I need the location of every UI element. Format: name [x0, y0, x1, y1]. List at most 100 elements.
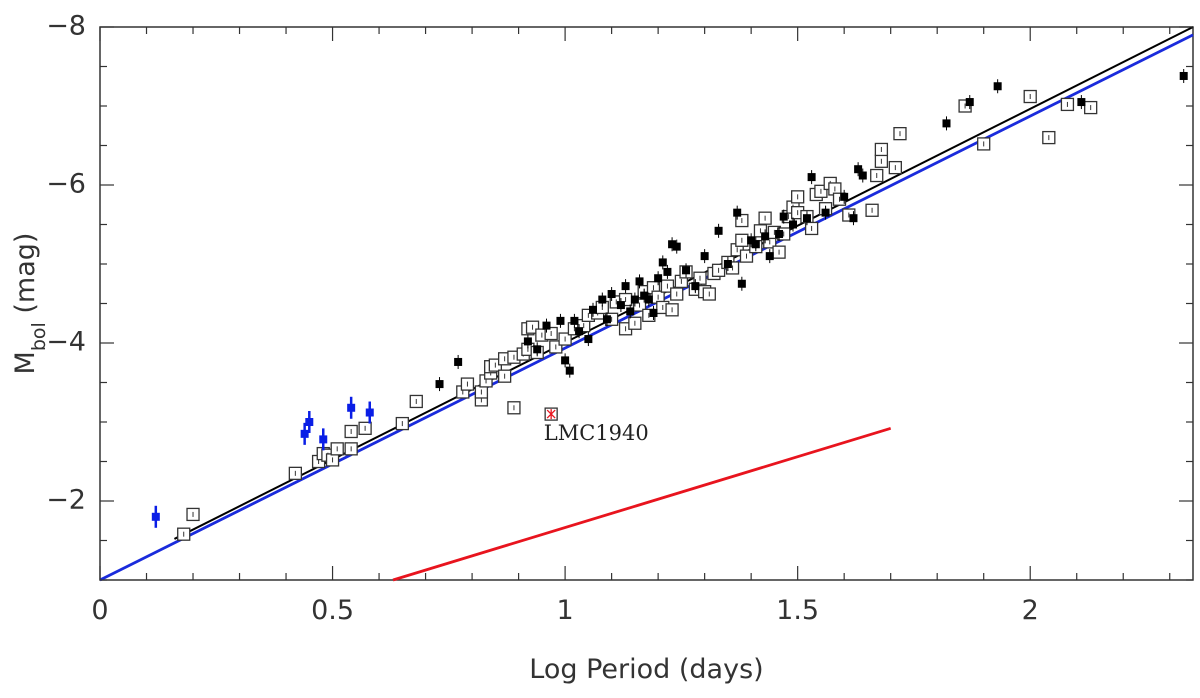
annotation-label: LMC1940	[544, 421, 649, 445]
y-tick-label: −2	[46, 485, 86, 516]
filled-square-point	[621, 279, 630, 294]
open-square-point	[330, 442, 344, 456]
blue-point	[305, 411, 314, 433]
open-square-point	[870, 168, 884, 183]
open-square-point	[288, 466, 302, 481]
y-tick-label: −6	[46, 169, 86, 200]
data-points	[151, 68, 1188, 541]
open-square-point	[177, 527, 191, 541]
blue-point	[319, 428, 328, 451]
filled-square-point	[454, 354, 463, 369]
open-square-point	[344, 442, 358, 456]
filled-square-point	[607, 287, 616, 302]
filled-square-point	[598, 292, 607, 307]
x-tick-label: 0.5	[311, 595, 354, 626]
axis-ticks	[99, 26, 1193, 581]
open-square-point	[544, 326, 558, 341]
open-square-point	[1084, 100, 1098, 115]
blue-point	[365, 401, 374, 424]
filled-square-point	[654, 271, 663, 286]
filled-square-point	[672, 239, 681, 254]
filled-square-point	[626, 304, 635, 319]
filled-square-point	[1077, 95, 1086, 110]
open-square-point	[874, 154, 889, 168]
filled-square-point	[854, 162, 863, 177]
filled-square-point	[700, 249, 709, 264]
axis-labels: 0 0.5 1 1.5 2 −2 −4 −6 −8 Log Period (days) Mbol (…	[10, 11, 1039, 686]
open-square-point	[693, 271, 707, 285]
filled-square-point	[644, 292, 653, 307]
open-square-point	[772, 245, 786, 259]
blue-point	[347, 396, 356, 419]
filled-square-point	[542, 318, 551, 333]
open-square-point	[735, 213, 749, 228]
filled-square-point	[561, 353, 570, 368]
open-square-point	[474, 385, 489, 399]
blue-point	[300, 422, 309, 445]
filled-square-point	[533, 342, 542, 357]
filled-square-point	[733, 205, 742, 220]
blue-point	[151, 505, 160, 528]
filled-square-point	[993, 79, 1002, 94]
open-square-point	[395, 416, 409, 431]
filled-square-point	[714, 223, 723, 238]
open-square-point	[888, 160, 902, 175]
open-square-point	[558, 332, 572, 346]
filled-square-point	[1179, 68, 1188, 83]
filled-square-point	[635, 274, 644, 289]
blue-square-marker	[319, 435, 328, 444]
open-square-point	[1060, 97, 1075, 112]
filled-square-point	[691, 279, 700, 294]
open-square-point	[670, 287, 684, 301]
filled-square-point	[807, 170, 816, 185]
filled-square-point	[602, 312, 611, 327]
filled-square-point	[556, 313, 565, 328]
blue-square-marker	[305, 418, 314, 426]
filled-square-point	[942, 116, 951, 131]
open-square-point	[358, 421, 372, 435]
filled-square-point	[570, 313, 579, 328]
open-square-point	[758, 211, 772, 225]
blue-square-marker	[151, 512, 160, 521]
filled-square-point	[821, 205, 830, 220]
filled-square-point	[723, 257, 732, 271]
filled-square-point	[649, 305, 658, 320]
blue-square-marker	[347, 403, 356, 412]
x-tick-label: 1.5	[776, 595, 819, 626]
open-square-point	[893, 127, 907, 141]
filled-square-point	[523, 334, 532, 349]
open-square-point	[804, 221, 819, 236]
filled-square-point	[575, 324, 584, 339]
filled-square-point	[858, 168, 867, 183]
filled-square-point	[616, 298, 625, 313]
open-square-point	[507, 401, 521, 415]
open-square-point	[344, 424, 358, 439]
filled-square-point	[737, 276, 746, 291]
blue-fit-line	[99, 33, 1194, 582]
filled-square-point	[640, 288, 649, 303]
open-square-point	[1042, 130, 1056, 145]
filled-square-point	[775, 226, 784, 241]
filled-square-point	[630, 292, 639, 307]
open-square-point	[874, 142, 889, 157]
open-square-point	[1023, 89, 1037, 104]
x-tick-label: 0	[91, 595, 108, 626]
filled-square-point	[802, 211, 811, 226]
open-square-point	[460, 377, 475, 391]
filled-square-point	[747, 233, 756, 248]
x-tick-label: 2	[1022, 595, 1039, 626]
open-square-point	[628, 316, 642, 330]
y-axis-label: Mbol (mag)	[10, 233, 50, 375]
filled-square-point	[840, 189, 849, 204]
open-square-point	[791, 190, 805, 204]
filled-square-point	[849, 211, 858, 226]
filled-square-point	[663, 264, 672, 279]
open-square-point	[735, 233, 749, 247]
blue-square-marker	[365, 408, 374, 417]
filled-square-point	[965, 95, 974, 110]
filled-square-point	[668, 237, 677, 252]
lmc1940-point	[544, 407, 558, 421]
open-square-point	[665, 303, 679, 317]
x-axis-label: Log Period (days)	[529, 654, 763, 685]
